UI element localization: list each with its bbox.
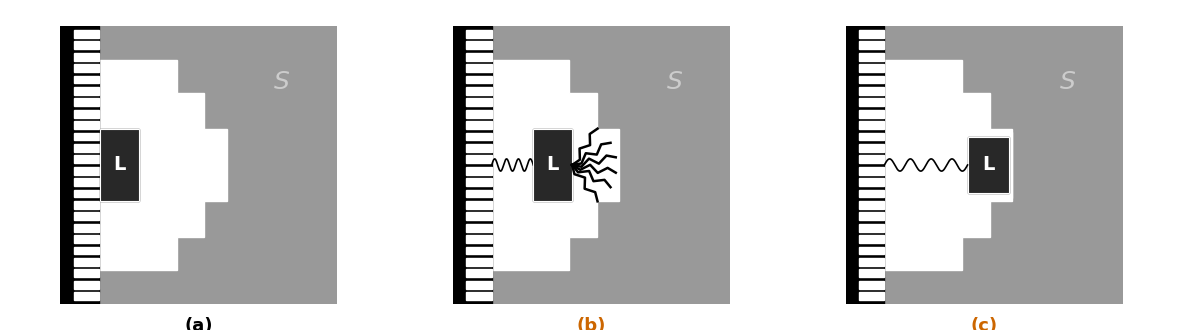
Bar xyxy=(101,129,140,201)
Bar xyxy=(466,201,492,209)
Polygon shape xyxy=(99,60,226,270)
Bar xyxy=(73,53,99,61)
Bar xyxy=(73,281,99,288)
Bar xyxy=(101,129,140,201)
Text: L: L xyxy=(982,155,995,175)
Bar xyxy=(466,53,492,61)
Bar xyxy=(466,121,492,129)
Bar xyxy=(859,269,885,277)
Bar xyxy=(73,110,99,117)
Bar xyxy=(466,213,492,220)
Bar xyxy=(73,224,99,232)
Bar xyxy=(73,98,99,106)
Bar xyxy=(73,292,99,300)
Text: L: L xyxy=(547,155,558,175)
Bar xyxy=(859,258,885,266)
Bar xyxy=(965,132,1011,198)
Bar xyxy=(534,129,573,201)
Bar xyxy=(968,137,1009,193)
Bar xyxy=(846,26,885,304)
Bar xyxy=(466,144,492,152)
Bar xyxy=(73,235,99,243)
Bar xyxy=(73,258,99,266)
Bar xyxy=(859,76,885,83)
Bar xyxy=(466,167,492,175)
Bar xyxy=(859,110,885,117)
Bar xyxy=(859,121,885,129)
Bar xyxy=(466,133,492,140)
Bar xyxy=(466,87,492,95)
Text: (a): (a) xyxy=(185,317,213,330)
Bar xyxy=(73,190,99,197)
Bar xyxy=(73,76,99,83)
Text: S: S xyxy=(274,70,290,94)
Bar xyxy=(859,201,885,209)
Bar xyxy=(466,247,492,254)
Bar xyxy=(73,269,99,277)
Bar xyxy=(466,190,492,197)
Bar xyxy=(466,269,492,277)
Bar xyxy=(466,292,492,300)
Bar xyxy=(968,137,1009,193)
Bar xyxy=(466,224,492,232)
Bar xyxy=(859,178,885,186)
Bar xyxy=(466,235,492,243)
Bar xyxy=(73,133,99,140)
Bar xyxy=(859,292,885,300)
Bar xyxy=(73,155,99,163)
Bar xyxy=(73,247,99,254)
Bar xyxy=(534,129,573,201)
Bar xyxy=(859,87,885,95)
Bar xyxy=(466,110,492,117)
Bar xyxy=(859,213,885,220)
Bar xyxy=(453,26,492,304)
Bar xyxy=(73,87,99,95)
Bar xyxy=(859,281,885,288)
Polygon shape xyxy=(885,60,1011,270)
Bar xyxy=(859,224,885,232)
Bar xyxy=(859,53,885,61)
Bar xyxy=(466,281,492,288)
Bar xyxy=(466,155,492,163)
Bar xyxy=(466,98,492,106)
Text: (c): (c) xyxy=(970,317,997,330)
Bar xyxy=(466,76,492,83)
Bar xyxy=(859,235,885,243)
Bar xyxy=(859,42,885,49)
Bar xyxy=(73,178,99,186)
Bar xyxy=(73,64,99,72)
Polygon shape xyxy=(492,60,619,270)
Bar xyxy=(73,121,99,129)
Bar xyxy=(859,144,885,152)
Text: (b): (b) xyxy=(577,317,606,330)
Bar xyxy=(73,213,99,220)
Bar xyxy=(466,42,492,49)
Bar xyxy=(859,133,885,140)
Bar xyxy=(73,201,99,209)
Bar xyxy=(859,30,885,38)
Bar xyxy=(466,178,492,186)
Bar xyxy=(859,64,885,72)
Bar xyxy=(859,155,885,163)
Bar xyxy=(859,247,885,254)
Bar xyxy=(73,30,99,38)
Bar xyxy=(73,42,99,49)
Bar xyxy=(466,258,492,266)
Bar xyxy=(859,167,885,175)
Bar xyxy=(60,26,99,304)
Text: L: L xyxy=(114,155,127,175)
Bar xyxy=(859,190,885,197)
Text: S: S xyxy=(667,70,683,94)
Bar xyxy=(73,167,99,175)
Text: S: S xyxy=(1060,70,1075,94)
Bar xyxy=(73,144,99,152)
Bar xyxy=(859,98,885,106)
Bar xyxy=(466,64,492,72)
Bar xyxy=(466,30,492,38)
